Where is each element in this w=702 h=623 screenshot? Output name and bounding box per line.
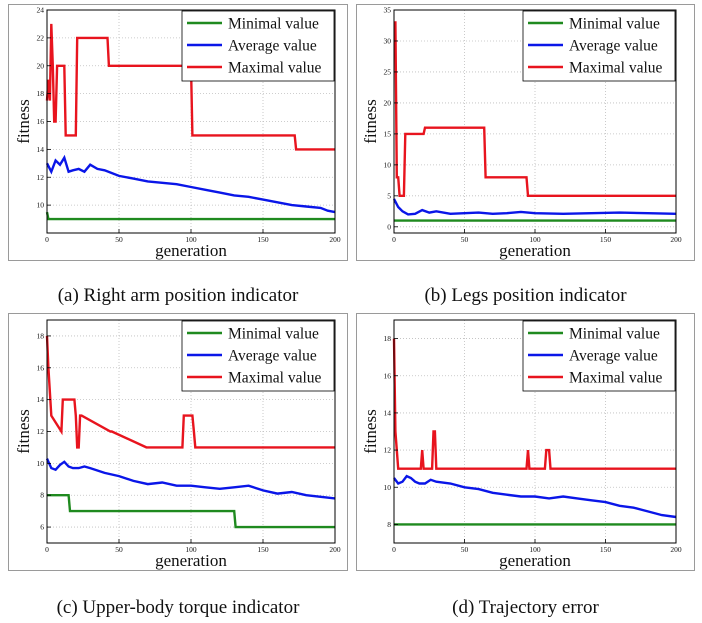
y-tick-label: 12	[37, 427, 45, 436]
legend: Minimal value Average value Maximal value	[181, 320, 335, 392]
series-line-avg	[393, 474, 677, 519]
y-axis-label: fitness	[361, 409, 380, 453]
x-tick-label: 0	[45, 545, 49, 554]
y-tick-label: 20	[37, 61, 45, 70]
legend: Minimal value Average value Maximal value	[522, 320, 676, 392]
y-tick-label: 12	[384, 446, 392, 455]
legend-entry-label: Maximal value	[569, 60, 663, 77]
legend-entry-label: Minimal value	[228, 16, 319, 33]
series-line-min	[47, 494, 335, 529]
x-tick-label: 100	[185, 545, 197, 554]
series-line-avg	[45, 154, 336, 214]
series-line-max	[394, 21, 676, 198]
x-tick-label: 50	[115, 545, 123, 554]
series-line-max	[45, 335, 335, 449]
x-tick-label: 200	[670, 235, 682, 244]
y-tick-label: 8	[40, 491, 44, 500]
y-tick-label: 16	[37, 363, 45, 372]
legend-entry-label: Maximal value	[228, 370, 322, 387]
y-tick-label: 14	[384, 408, 392, 417]
x-tick-label: 200	[329, 545, 341, 554]
legend-entry-label: Minimal value	[569, 16, 660, 33]
series-line-max	[45, 23, 335, 151]
legend-entry-label: Average value	[228, 348, 317, 365]
legend-entry-label: Minimal value	[569, 326, 660, 343]
legend-entry-label: Average value	[569, 38, 658, 55]
x-axis-label: generation	[499, 551, 571, 570]
y-tick-label: 35	[384, 6, 392, 15]
y-axis-label: fitness	[14, 99, 33, 143]
x-axis-label: generation	[499, 241, 571, 260]
chart-caption: (c) Upper-body torque indicator	[56, 597, 300, 618]
x-tick-label: 50	[115, 235, 123, 244]
chart-panel: 0 50 100 150 200 10 12 14 16 18 20 22 24 generation fi…	[14, 6, 341, 261]
x-tick-label: 200	[329, 235, 341, 244]
x-tick-label: 50	[461, 545, 469, 554]
legend-entry-label: Minimal value	[228, 326, 319, 343]
y-tick-label: 18	[37, 331, 45, 340]
x-tick-label: 150	[257, 235, 269, 244]
chart-panel: 0 50 100 150 200 0 5 10 15 20 25 30 35 generation fitn…	[361, 6, 682, 261]
chart-caption: (d) Trajectory error	[452, 597, 599, 618]
y-axis-label: fitness	[361, 99, 380, 143]
y-tick-label: 30	[384, 36, 392, 45]
y-tick-label: 16	[37, 117, 45, 126]
y-tick-label: 20	[384, 98, 392, 107]
y-tick-label: 25	[384, 67, 392, 76]
y-tick-label: 5	[387, 191, 391, 200]
y-tick-label: 6	[40, 523, 44, 532]
y-tick-label: 22	[37, 33, 45, 42]
chart-caption: (a) Right arm position indicator	[57, 285, 299, 306]
series-line-avg	[392, 198, 677, 216]
x-tick-label: 100	[529, 235, 541, 244]
x-tick-label: 0	[45, 235, 49, 244]
legend-entry-label: Maximal value	[228, 60, 322, 77]
series-line-min	[45, 211, 335, 221]
y-tick-label: 14	[37, 395, 45, 404]
y-tick-label: 8	[387, 520, 391, 529]
chart-panel: 0 50 100 150 200 6 8 10 12 14 16 18 generation fitnes…	[14, 319, 341, 570]
x-tick-label: 150	[600, 235, 612, 244]
x-tick-label: 100	[529, 545, 541, 554]
y-tick-label: 10	[384, 483, 392, 492]
x-tick-label: 50	[461, 235, 469, 244]
chart-panel: 0 50 100 150 200 8 10 12 14 16 18 generation fitness…	[361, 319, 682, 570]
legend-entry-label: Average value	[228, 38, 317, 55]
chart-caption: (b) Legs position indicator	[424, 285, 627, 306]
y-tick-label: 24	[37, 6, 45, 15]
x-tick-label: 0	[392, 545, 396, 554]
y-tick-label: 15	[384, 129, 392, 138]
series-line-avg	[45, 458, 336, 500]
y-tick-label: 12	[37, 173, 45, 182]
x-tick-label: 150	[257, 545, 269, 554]
x-tick-label: 150	[600, 545, 612, 554]
y-tick-label: 10	[384, 160, 392, 169]
y-tick-label: 10	[37, 459, 45, 468]
series-line-max	[392, 338, 676, 470]
x-tick-label: 200	[670, 545, 682, 554]
legend-entry-label: Average value	[569, 348, 658, 365]
x-tick-label: 100	[185, 235, 197, 244]
y-tick-label: 18	[384, 334, 392, 343]
legend: Minimal value Average value Maximal value	[181, 10, 335, 82]
legend-entry-label: Maximal value	[569, 370, 663, 387]
y-tick-label: 14	[37, 145, 45, 154]
x-tick-label: 0	[392, 235, 396, 244]
y-tick-label: 16	[384, 371, 392, 380]
x-axis-label: generation	[155, 551, 227, 570]
x-axis-label: generation	[155, 241, 227, 260]
y-tick-label: 0	[387, 222, 391, 231]
y-tick-label: 18	[37, 89, 45, 98]
y-tick-label: 10	[37, 201, 45, 210]
y-axis-label: fitness	[14, 409, 33, 453]
legend: Minimal value Average value Maximal value	[522, 10, 676, 82]
